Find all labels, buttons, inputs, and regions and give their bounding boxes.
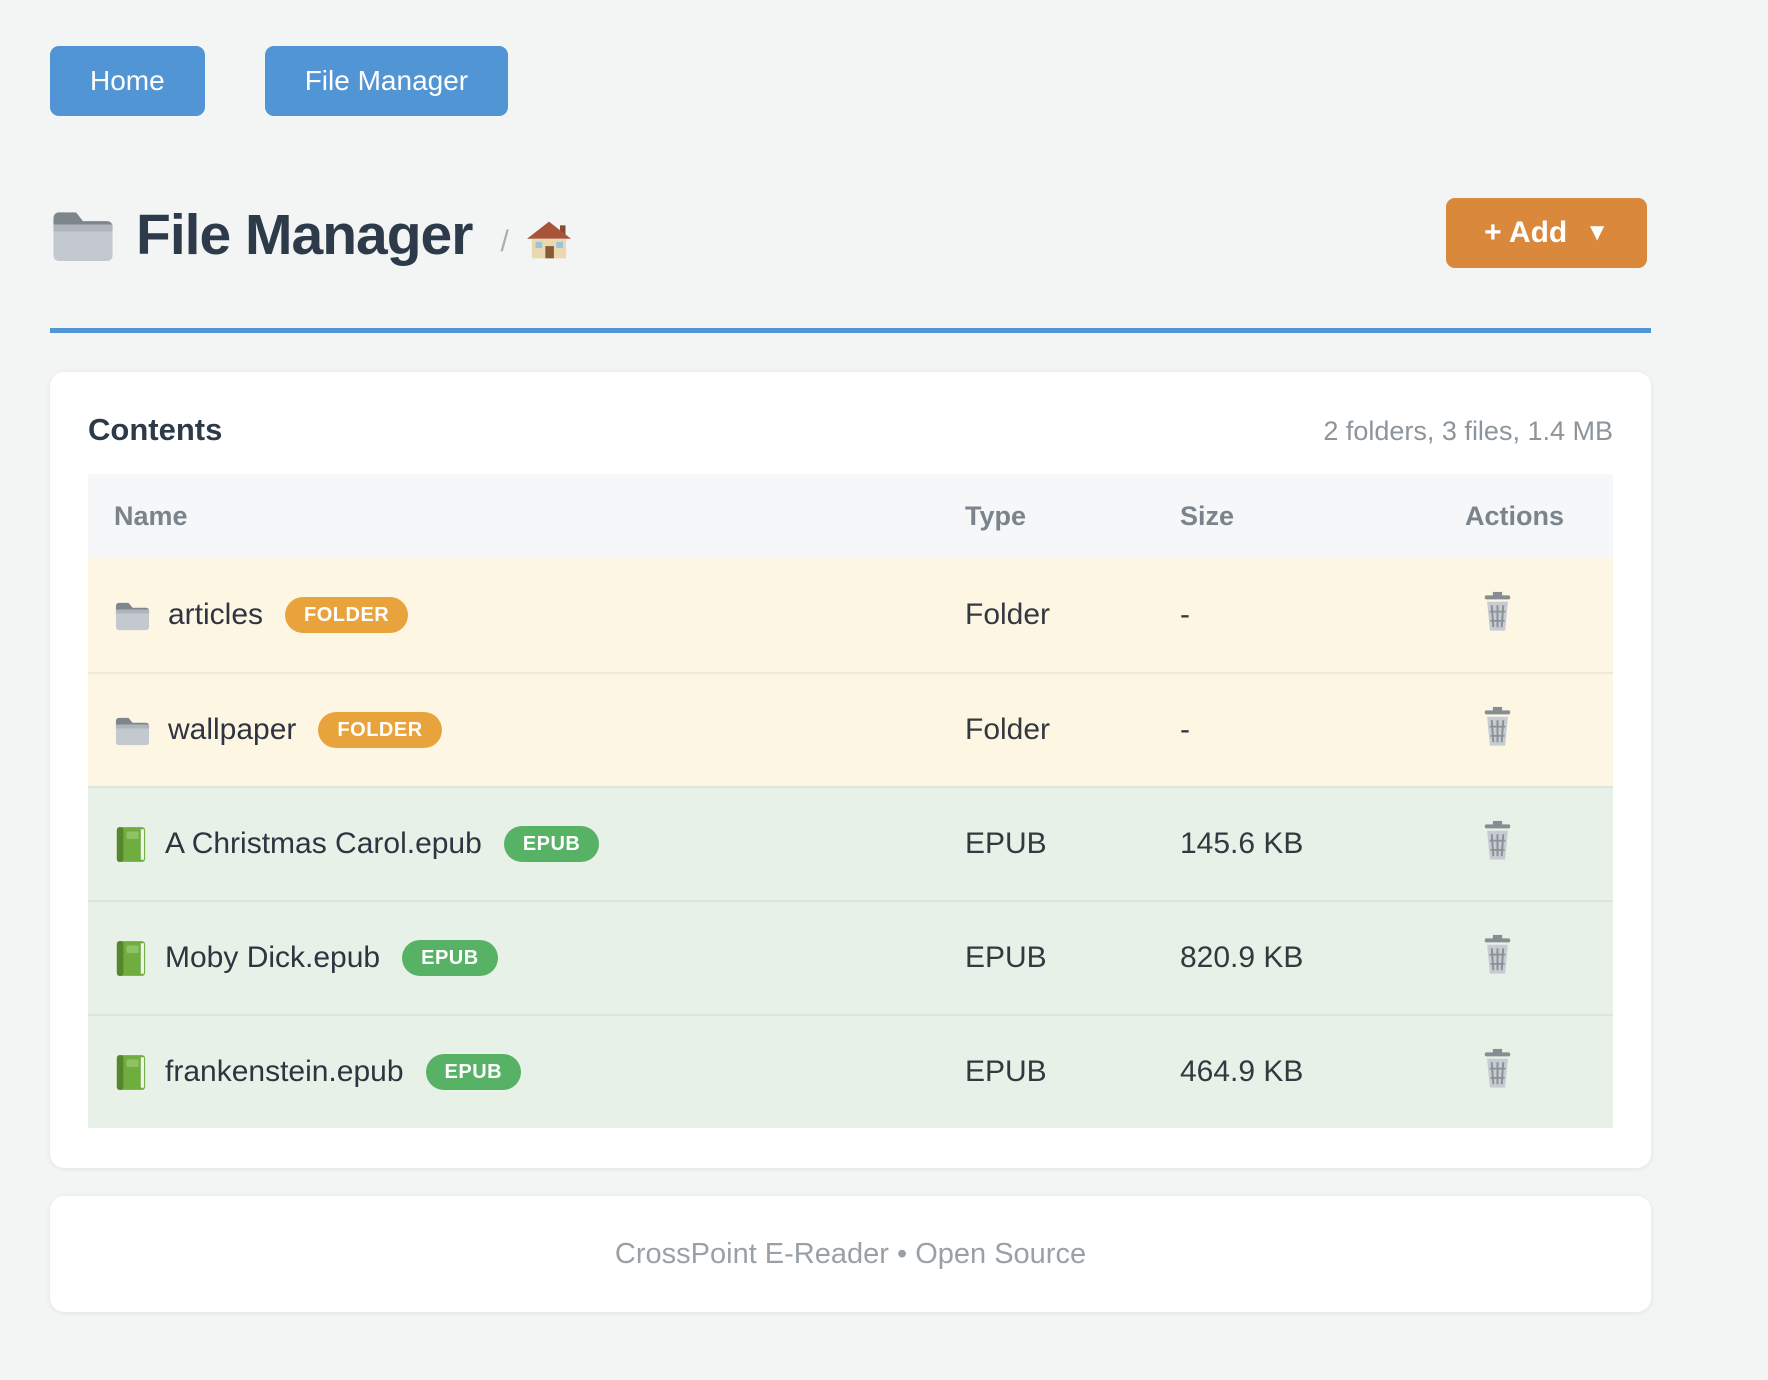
folder-icon [53, 212, 113, 262]
item-size: 464.9 KB [1180, 1055, 1304, 1088]
item-name[interactable]: frankenstein.epub [165, 1055, 404, 1088]
page-header: File Manager / [50, 202, 571, 268]
delete-button[interactable] [1479, 933, 1516, 975]
item-type: Folder [965, 598, 1051, 631]
trash-icon [1483, 1047, 1512, 1089]
contents-card: Contents 2 folders, 3 files, 1.4 MB Name… [50, 372, 1651, 1168]
item-name[interactable]: A Christmas Carol.epub [165, 827, 482, 860]
column-header-size: Size [1180, 500, 1235, 531]
home-icon[interactable] [526, 220, 571, 260]
epub-badge: EPUB [503, 826, 600, 862]
item-type: EPUB [965, 827, 1047, 860]
item-type: EPUB [965, 941, 1047, 974]
top-navigation: Home File Manager [50, 46, 509, 116]
folder-badge: FOLDER [285, 597, 409, 633]
nav-button-home[interactable]: Home [50, 46, 205, 116]
table-row-articles[interactable]: articles FOLDER Folder - [88, 558, 1613, 672]
folder-icon [115, 602, 150, 630]
book-icon [116, 1054, 146, 1090]
delete-button[interactable] [1479, 705, 1516, 747]
epub-badge: EPUB [402, 940, 498, 976]
nav-button-file-manager[interactable]: File Manager [264, 46, 509, 116]
trash-icon [1483, 819, 1512, 861]
table-header-row: Name Type Size Actions [88, 474, 1613, 558]
footer-card: CrossPoint E-Reader • Open Source [50, 1196, 1651, 1312]
item-size: 820.9 KB [1180, 941, 1304, 974]
footer-text: CrossPoint E-Reader • Open Source [614, 1237, 1087, 1270]
folder-badge: FOLDER [318, 712, 442, 748]
item-name[interactable]: articles [168, 598, 264, 631]
item-size: 145.6 KB [1180, 827, 1304, 860]
trash-icon [1483, 705, 1512, 747]
item-size: - [1180, 713, 1190, 746]
table-row-wallpaper[interactable]: wallpaper FOLDER Folder - [88, 672, 1613, 786]
item-type: EPUB [965, 1055, 1047, 1088]
item-size: - [1180, 598, 1190, 631]
add-button-label: + Add [1484, 216, 1568, 249]
header-divider [50, 328, 1651, 333]
contents-title: Contents [88, 412, 223, 447]
table-row-moby-dick[interactable]: Moby Dick.epub EPUB EPUB 820.9 KB [88, 900, 1613, 1014]
contents-header: Contents 2 folders, 3 files, 1.4 MB [88, 412, 1613, 448]
trash-icon [1483, 590, 1512, 632]
contents-summary: 2 folders, 3 files, 1.4 MB [1323, 416, 1613, 446]
book-icon [116, 940, 146, 976]
table-row-christmas-carol[interactable]: A Christmas Carol.epub EPUB EPUB 145.6 K… [88, 786, 1613, 900]
file-table: Name Type Size Actions articles FOLDER F… [88, 474, 1613, 1128]
delete-button[interactable] [1479, 1047, 1516, 1089]
delete-button[interactable] [1479, 819, 1516, 861]
column-header-name: Name [114, 500, 188, 531]
item-type: Folder [965, 713, 1051, 746]
delete-button[interactable] [1479, 590, 1516, 632]
column-header-type: Type [965, 500, 1027, 531]
add-button[interactable]: + Add ▼ [1446, 198, 1647, 268]
item-name[interactable]: wallpaper [168, 713, 297, 746]
book-icon [116, 826, 146, 862]
chevron-down-icon: ▼ [1585, 219, 1609, 246]
item-name[interactable]: Moby Dick.epub [165, 941, 381, 974]
trash-icon [1483, 933, 1512, 975]
folder-icon [115, 717, 150, 745]
breadcrumb: / [500, 225, 509, 258]
column-header-actions: Actions [1465, 500, 1565, 531]
page-title: File Manager [136, 203, 473, 267]
table-row-frankenstein[interactable]: frankenstein.epub EPUB EPUB 464.9 KB [88, 1014, 1613, 1128]
epub-badge: EPUB [425, 1054, 522, 1090]
table-body: articles FOLDER Folder - wallpaper [88, 558, 1613, 1128]
